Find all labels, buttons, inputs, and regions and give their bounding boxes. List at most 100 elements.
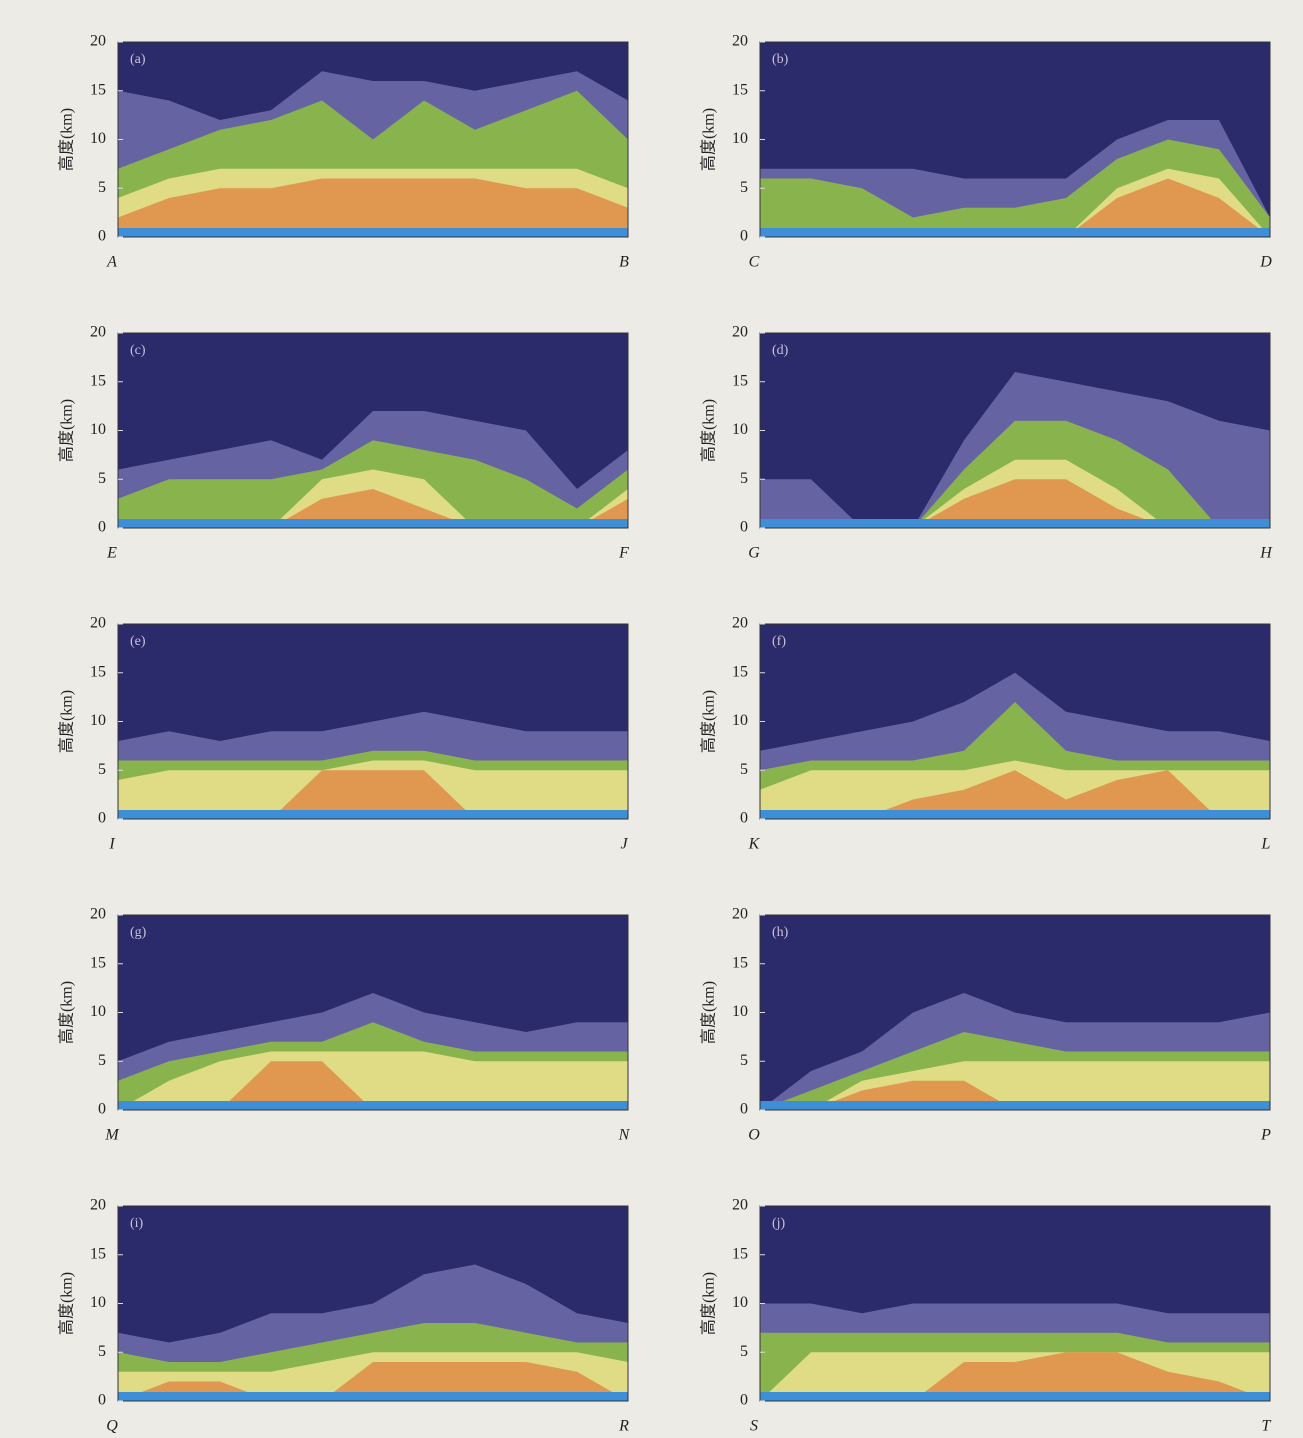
x-end-label: E [106,545,117,562]
x-end-label: B [619,254,629,271]
panel: 0 5 10 15 20 (a) 高度(km) A B [58,33,629,271]
panel-title: (g) [130,925,147,940]
y-tick-label: 15 [90,1245,106,1262]
y-tick-label: 15 [732,81,748,98]
x-end-label: F [618,545,629,562]
x-end-label: A [106,254,117,271]
y-tick-label: 0 [98,1392,106,1409]
y-tick-label: 5 [98,179,106,196]
x-end-label: D [1259,254,1272,271]
ground [760,228,1270,237]
ground [118,1392,628,1401]
y-tick-label: 20 [90,33,106,50]
x-end-label: L [1261,836,1271,853]
y-tick-label: 5 [98,1052,106,1069]
panel-title: (c) [130,343,146,358]
y-tick-label: 20 [90,1197,106,1214]
y-tick-label: 0 [98,1101,106,1118]
x-end-label: I [108,836,115,853]
y-tick-label: 15 [732,1245,748,1262]
x-end-label: N [618,1127,631,1144]
panel-title: (j) [772,1216,786,1231]
y-tick-label: 15 [90,81,106,98]
y-tick-label: 20 [90,906,106,923]
x-end-label: O [748,1127,760,1144]
panel: 0 5 10 15 20 (c) 高度(km) E F [58,324,629,562]
ground [760,810,1270,819]
y-tick-label: 20 [732,33,748,50]
y-tick-label: 20 [732,1197,748,1214]
y-axis-label: 高度(km) [700,1272,718,1335]
y-tick-label: 10 [90,712,106,729]
y-tick-label: 5 [98,1343,106,1360]
y-tick-label: 10 [90,1003,106,1020]
y-tick-label: 10 [90,130,106,147]
figure: 0 5 10 15 20 (a) 高度(km) A B 0 5 10 15 20 (b) 高度(km) C D 0 5… [0,0,1303,1433]
y-axis-label: 高度(km) [58,981,76,1044]
y-tick-label: 15 [732,372,748,389]
y-tick-label: 5 [740,470,748,487]
y-tick-label: 5 [740,1052,748,1069]
x-end-label: G [748,545,760,562]
y-tick-label: 15 [732,663,748,680]
ground [118,519,628,528]
panel-title: (i) [130,1216,144,1231]
y-tick-label: 0 [98,810,106,827]
y-axis-label: 高度(km) [58,399,76,462]
y-tick-label: 10 [90,1294,106,1311]
y-tick-label: 15 [90,663,106,680]
y-tick-label: 10 [732,1294,748,1311]
y-tick-label: 0 [740,228,748,245]
y-tick-label: 10 [90,421,106,438]
x-end-label: R [618,1418,629,1433]
y-tick-label: 10 [732,421,748,438]
y-tick-label: 20 [732,906,748,923]
y-tick-label: 5 [98,761,106,778]
y-axis-label: 高度(km) [700,399,718,462]
y-tick-label: 0 [98,519,106,536]
panel-title: (h) [772,925,789,940]
y-tick-label: 0 [740,1101,748,1118]
panel-title: (d) [772,343,789,358]
x-end-label: Q [106,1418,118,1433]
panel-title: (f) [772,634,786,649]
panel-title: (b) [772,52,789,67]
y-tick-label: 10 [732,130,748,147]
x-end-label: K [748,836,761,853]
y-tick-label: 0 [740,519,748,536]
y-tick-label: 20 [90,324,106,341]
y-tick-label: 10 [732,712,748,729]
ground [760,519,1270,528]
panel-title: (e) [130,634,146,649]
y-tick-label: 15 [90,954,106,971]
y-tick-label: 20 [732,324,748,341]
x-end-label: P [1260,1127,1271,1144]
y-axis-label: 高度(km) [58,108,76,171]
y-tick-label: 0 [98,228,106,245]
ground [760,1392,1270,1401]
y-axis-label: 高度(km) [700,690,718,753]
ground [118,1101,628,1110]
panel: 0 5 10 15 20 (i) 高度(km) Q R [58,1197,629,1433]
x-end-label: C [749,254,760,271]
y-tick-label: 15 [90,372,106,389]
panel: 0 5 10 15 20 (d) 高度(km) G H [700,324,1274,562]
y-tick-label: 15 [732,954,748,971]
y-tick-label: 5 [98,470,106,487]
x-end-label: H [1259,545,1273,562]
y-axis-label: 高度(km) [700,981,718,1044]
ground [760,1101,1270,1110]
panel-title: (a) [130,52,146,67]
y-axis-label: 高度(km) [58,1272,76,1335]
y-axis-label: 高度(km) [700,108,718,171]
x-end-label: T [1262,1418,1272,1433]
y-tick-label: 5 [740,761,748,778]
x-end-label: S [750,1418,758,1433]
ground [118,228,628,237]
x-end-label: J [620,836,628,853]
